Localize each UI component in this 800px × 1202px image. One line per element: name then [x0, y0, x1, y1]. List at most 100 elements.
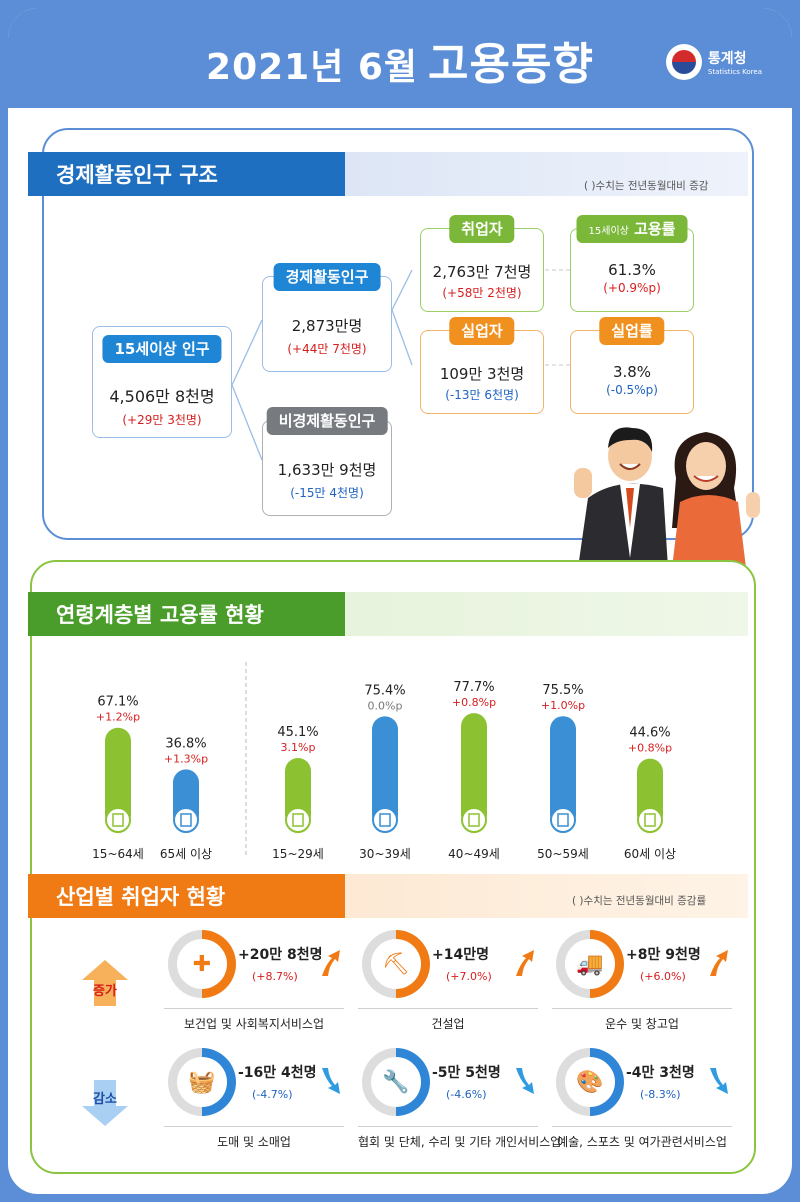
bar-doc-icon-shape-1 [180, 813, 192, 827]
statistics-korea-logo: 통계청 Statistics Korea [665, 44, 762, 80]
change-label-3: 0.0%p [368, 699, 403, 712]
econ-active-value: 2,873만명 [291, 317, 363, 335]
trend-down-icon [710, 1068, 728, 1094]
employed-box: 취업자 2,763만 7천명 (+58만 2천명) [420, 215, 544, 312]
econ-active-label: 경제활동인구 [273, 263, 381, 291]
category-label-4: 40~49세 [448, 847, 500, 861]
value-label-4: 77.7% [453, 680, 494, 695]
trend-down-icon [322, 1068, 340, 1094]
value-label-2: 45.1% [277, 725, 318, 740]
trend-up-icon [516, 950, 534, 976]
industry-ring: 🔧 [362, 1048, 430, 1116]
employed-value: 2,763만 7천명 [432, 263, 532, 281]
category-label-0: 15~64세 [92, 847, 144, 861]
non-active-change: (-15만 4천명) [290, 486, 364, 500]
taegeuk-icon [665, 44, 702, 80]
value-label-3: 75.4% [364, 683, 405, 698]
section3-title-band: 산업별 취업자 현황 [28, 874, 748, 918]
medical-kit-icon: ✚ [177, 939, 227, 989]
bar-5 [550, 716, 576, 828]
change-label-5: +1.0%p [541, 699, 585, 712]
wrench-icon: 🔧 [371, 1057, 421, 1107]
section2-title-band: 연령계층별 고용률 현황 [28, 592, 748, 636]
employed-label: 취업자 [449, 215, 515, 243]
industry-name: 건설업 [358, 1008, 538, 1032]
value-label-1: 36.8% [165, 736, 206, 751]
industry-amount: -4만 3천명 [626, 1065, 695, 1081]
trend-up-icon [322, 950, 340, 976]
industry-change: (-4.6%) [446, 1088, 487, 1101]
bar-doc-icon-shape-2 [292, 813, 304, 827]
value-label-0: 67.1% [97, 695, 138, 710]
industry-ring: 🧺 [168, 1048, 236, 1116]
employment-rate-box: 15세이상 고용률 61.3% (+0.9%p) [570, 215, 694, 312]
industry-amount: -5만 5천명 [432, 1065, 501, 1081]
industry-amount: +20만 8천명 [238, 947, 323, 963]
logo-english: Statistics Korea [707, 68, 762, 76]
decrease-label: 감소 [93, 1092, 117, 1107]
bar-doc-icon-4 [461, 807, 487, 833]
industry-ring: ⛏ [362, 930, 430, 998]
unemployed-box: 실업자 109만 3천명 (-13만 6천명) [420, 317, 544, 414]
unemployed-change: (-13만 6천명) [445, 388, 519, 402]
shopping-basket-icon: 🧺 [177, 1057, 227, 1107]
industry-change: (+7.0%) [446, 970, 492, 983]
bar-3 [372, 716, 398, 828]
industry-ring: 🚚 [556, 930, 624, 998]
industry-name: 보건업 및 사회복지서비스업 [164, 1008, 344, 1032]
logo-korean: 통계청 [707, 51, 747, 67]
industry-name: 운수 및 창고업 [552, 1008, 732, 1032]
industry-change: (+6.0%) [640, 970, 686, 983]
title-date: 2021년 6월 [206, 47, 419, 88]
trend-up-icon [710, 950, 728, 976]
industry-amount: +8만 9천명 [626, 947, 701, 963]
pop15-change: (+29만 3천명) [122, 413, 202, 427]
pop15-box: 15세이상 인구 4,506만 8천명 (+29만 3천명) [92, 326, 232, 438]
bar-doc-icon-shape-3 [379, 813, 391, 827]
mascot-characters [574, 427, 760, 568]
bar-4 [461, 713, 487, 828]
bar-doc-icon-5 [550, 807, 576, 833]
excavator-icon: ⛏ [371, 939, 421, 989]
unemployment-rate-change: (-0.5%p) [606, 383, 658, 397]
unemployment-rate-value: 3.8% [612, 363, 652, 381]
section1-title-band: 경제활동인구 구조 [28, 152, 748, 196]
industry-change: (-8.3%) [640, 1088, 681, 1101]
industry-name: 협회 및 단체, 수리 및 기타 개인서비스업 [358, 1126, 561, 1150]
industry-name: 도매 및 소매업 [164, 1126, 344, 1150]
industry-amount: -16만 4천명 [238, 1065, 317, 1081]
industry-amount: +14만명 [432, 947, 489, 963]
employment-rate-label-main: 고용률 [634, 220, 676, 238]
section1-title: 경제활동인구 구조 [56, 163, 218, 187]
employment-rate-label-small: 15세이상 [588, 226, 629, 237]
section3-title: 산업별 취업자 현황 [56, 885, 226, 909]
header: 2021년 6월 고용동향 통계청 Statistics Korea [8, 8, 792, 108]
employment-rate-change: (+0.9%p) [603, 281, 661, 295]
industry-ring: 🎨 [556, 1048, 624, 1116]
businessman-illustration [574, 427, 668, 568]
truck-icon: 🚚 [565, 939, 615, 989]
non-active-value: 1,633만 9천명 [277, 461, 377, 479]
industry-name: 예술, 스포츠 및 여가관련서비스업 [552, 1126, 732, 1150]
employed-change: (+58만 2천명) [442, 286, 522, 300]
trend-down-icon [516, 1068, 534, 1094]
value-label-5: 75.5% [542, 683, 583, 698]
non-active-label: 비경제활동인구 [266, 407, 388, 435]
change-label-2: 3.1%p [281, 741, 316, 754]
unemployment-rate-box: 실업률 3.8% (-0.5%p) [570, 317, 694, 414]
unemployment-rate-label: 실업률 [599, 317, 665, 345]
pop15-value: 4,506만 8천명 [109, 387, 215, 406]
bar-doc-icon-shape-5 [557, 813, 569, 827]
title-main: 고용동향 [428, 39, 594, 90]
pop15-label: 15세이상 인구 [102, 335, 222, 363]
bar-doc-icon-shape-0 [112, 813, 124, 827]
industry-change: (+8.7%) [252, 970, 298, 983]
change-label-4: +0.8%p [452, 696, 496, 709]
change-label-1: +1.3%p [164, 752, 208, 765]
increase-arrow-icon [82, 960, 128, 1006]
employment-rate-label: 15세이상 고용률 [576, 215, 688, 243]
bar-doc-icon-0 [105, 807, 131, 833]
unemployed-value: 109만 3천명 [439, 365, 525, 383]
bar-doc-icon-shape-4 [468, 813, 480, 827]
